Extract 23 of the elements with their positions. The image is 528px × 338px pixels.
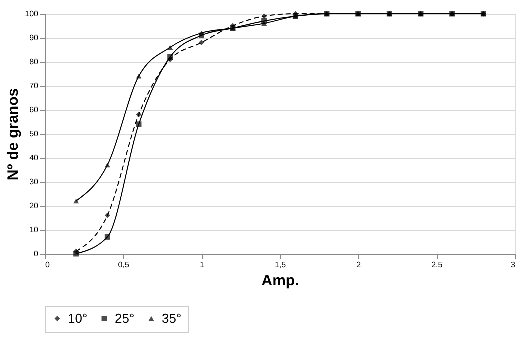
x-tick-label: 0 (46, 260, 50, 270)
y-tick-label: 100 (25, 10, 40, 18)
y-axis-title: Nº de granos (5, 88, 22, 181)
x-tick-label: 3 (511, 260, 516, 270)
legend-label: 10° (68, 310, 88, 326)
x-tick-label: 2 (356, 260, 362, 270)
x-tick-label: 1,5 (274, 260, 287, 270)
x-axis-title: Amp. (262, 272, 300, 290)
legend-label: 35° (162, 310, 182, 326)
x-tick-label: 0,5 (118, 260, 130, 270)
y-tick-label: 0 (34, 250, 40, 258)
y-tick-label: 70 (30, 82, 40, 90)
y-tick-label: 50 (30, 130, 40, 138)
y-tick-label: 30 (30, 178, 40, 186)
x-tick-label: 1 (200, 260, 205, 270)
y-tick-label: 40 (30, 154, 40, 162)
legend-label: 25° (115, 310, 135, 326)
y-tick-label: 80 (30, 58, 40, 66)
y-tick-label: 20 (30, 202, 40, 210)
y-tick-label: 60 (30, 106, 40, 114)
y-tick-label: 90 (30, 34, 40, 42)
y-tick-label: 10 (30, 226, 40, 234)
x-tick-label: 2,5 (432, 260, 444, 270)
